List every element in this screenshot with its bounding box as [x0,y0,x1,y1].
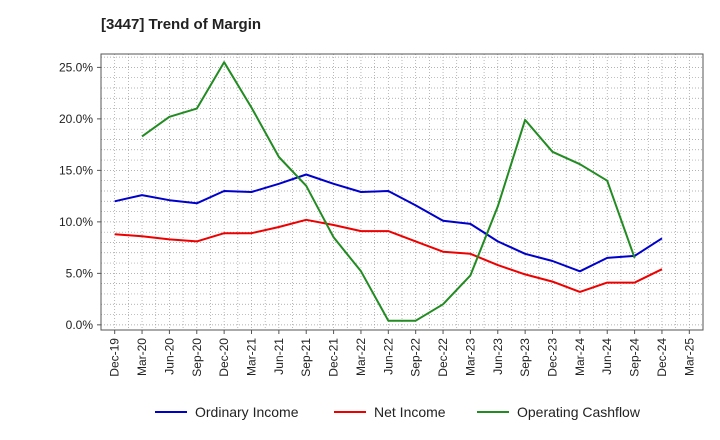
y-tick-label: 15.0% [59,163,93,177]
x-tick-label: Jun-23 [491,338,505,375]
x-tick-label: Dec-21 [327,338,341,377]
x-tick-label: Dec-22 [436,338,450,377]
x-tick-label: Jun-24 [600,338,614,375]
series-line-net-income [114,218,663,293]
x-tick-label: Sep-21 [299,338,313,377]
x-tick-label: Dec-23 [546,338,560,377]
x-tick-label: Jun-20 [162,338,176,375]
x-tick-label: Sep-20 [190,338,204,377]
y-tick-label: 20.0% [59,112,93,126]
series-line-operating-cashflow [141,61,636,322]
legend-swatch-operating-cashflow [477,411,509,413]
y-tick-label: 25.0% [59,60,93,74]
x-tick-label: Dec-20 [217,338,231,377]
x-tick-label: Mar-21 [245,338,259,376]
legend-item-ordinary-income: Ordinary Income [155,404,298,420]
legend-label-net-income: Net Income [374,404,446,420]
line-chart: 0.0% 5.0% 10.0% 15.0% 20.0% 25.0% Dec-19 Mar-20… [59,53,704,377]
chart-title: [3447] Trend of Margin [101,16,262,33]
x-tick-label: Sep-22 [409,338,423,377]
x-tick-label: Mar-24 [573,338,587,376]
legend-label-ordinary-income: Ordinary Income [195,404,299,420]
x-tick-label: Dec-19 [108,338,122,377]
series-line-ordinary-income [114,173,663,273]
x-tick-label: Mar-25 [682,338,696,376]
legend-label-operating-cashflow: Operating Cashflow [517,404,640,420]
chart-legend: Ordinary Income Net Income Operating Cas… [0,404,720,426]
legend-swatch-ordinary-income [155,411,187,413]
x-tick-label: Dec-24 [655,338,669,377]
x-tick-label: Jun-22 [381,338,395,375]
x-tick-label: Mar-23 [463,338,477,376]
y-tick-label: 10.0% [59,215,93,229]
y-tick-label: 5.0% [66,266,94,280]
plot-border [100,53,704,331]
x-tick-label: Mar-20 [135,338,149,376]
legend-item-net-income: Net Income [334,404,446,420]
x-tick-label: Jun-21 [272,338,286,375]
legend-item-operating-cashflow: Operating Cashflow [477,404,640,420]
x-tick-label: Sep-23 [518,338,532,377]
legend-swatch-net-income [334,411,366,413]
y-tick-label: 0.0% [66,318,94,332]
x-tick-label: Sep-24 [628,338,642,377]
x-tick-label: Mar-22 [354,338,368,376]
